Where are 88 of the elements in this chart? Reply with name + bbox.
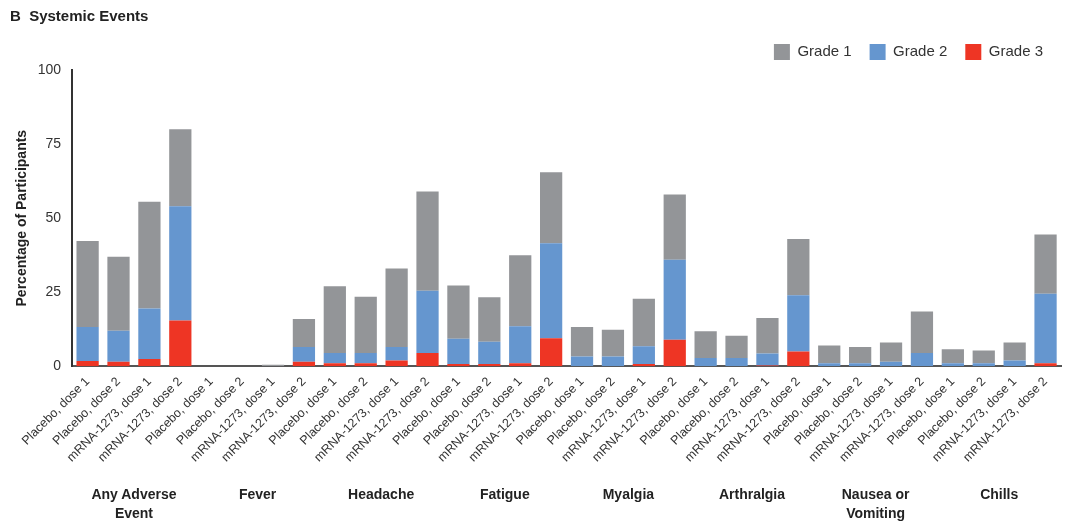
bar: [138, 201, 161, 309]
bar: [910, 352, 934, 367]
bar: [447, 338, 470, 364]
bar: [694, 358, 717, 367]
bar: [570, 326, 594, 357]
bar: [725, 358, 748, 367]
text: Chills: [980, 485, 1019, 502]
bar: [478, 341, 501, 364]
bar: [540, 172, 563, 244]
bar: [138, 358, 161, 367]
bar: [756, 353, 779, 366]
bar: [632, 298, 655, 347]
bar: [138, 308, 161, 359]
bar: [323, 352, 346, 364]
y-tick-label: 0: [53, 357, 62, 374]
bar: [941, 349, 964, 364]
bar: [1034, 363, 1057, 367]
bar: [447, 285, 470, 339]
bar: [292, 347, 316, 362]
bar: [663, 194, 686, 260]
bar: [941, 363, 964, 367]
bar: [385, 360, 408, 367]
bar: [849, 347, 872, 364]
chart-title: B Systemic Events: [10, 7, 149, 25]
bar: [354, 352, 377, 364]
bar: [107, 256, 130, 331]
bar: [323, 286, 346, 353]
bar: [601, 356, 625, 367]
y-tick-label: 50: [45, 209, 62, 226]
bar: [385, 347, 408, 361]
bar: [570, 356, 594, 367]
bar: [169, 206, 192, 321]
bar: [354, 296, 377, 353]
y-axis-title: Percentage of Participants: [13, 129, 30, 307]
bar: [509, 363, 532, 367]
bar: [76, 360, 99, 367]
bar: [972, 363, 995, 367]
bar: [385, 268, 408, 348]
y-tick-label: 75: [45, 134, 62, 151]
bar: [787, 295, 810, 352]
legend-label: Grade 1: [797, 42, 852, 60]
bar: [76, 326, 99, 361]
bar: [416, 352, 439, 367]
bar: [354, 363, 377, 367]
bar: [478, 297, 501, 342]
bar: [76, 240, 99, 327]
bar: [787, 351, 810, 367]
bar: [416, 191, 439, 291]
y-tick-label: 25: [45, 283, 62, 300]
bar: [787, 238, 810, 296]
text: Nausea or Vomiting: [841, 485, 910, 521]
text: Fever: [238, 485, 277, 502]
bar: [323, 363, 346, 367]
bar: [1034, 293, 1057, 364]
bar: [416, 290, 439, 353]
bar: [509, 255, 532, 327]
legend-label: Grade 2: [893, 42, 948, 60]
bar: [1034, 234, 1057, 294]
text: Arthralgia: [718, 485, 786, 502]
bar: [107, 330, 130, 362]
bar: [632, 346, 655, 364]
bar: [169, 129, 192, 207]
bar: [849, 363, 872, 367]
bar: [1003, 360, 1026, 367]
y-tick-label: 100: [37, 60, 62, 77]
bar: [910, 311, 934, 353]
bar: [601, 329, 625, 357]
bar: [107, 361, 130, 367]
text: Any Adverse Event: [91, 485, 177, 521]
bar: [663, 339, 686, 367]
bar: [292, 318, 316, 348]
bar: [972, 350, 995, 364]
bar: [1003, 342, 1026, 361]
bar: [540, 338, 563, 367]
bar: [756, 318, 779, 354]
bar: [540, 243, 563, 339]
text: Fatigue: [479, 485, 530, 502]
bar: [818, 345, 841, 364]
bar: [879, 342, 903, 362]
text: Headache: [348, 485, 415, 502]
text: Myalgia: [602, 485, 655, 502]
bar: [694, 331, 717, 359]
bar: [169, 320, 192, 367]
legend-label: Grade 3: [988, 42, 1043, 60]
bar: [509, 326, 532, 364]
bar: [725, 335, 748, 359]
bar: [818, 363, 841, 367]
bar: [663, 259, 686, 340]
